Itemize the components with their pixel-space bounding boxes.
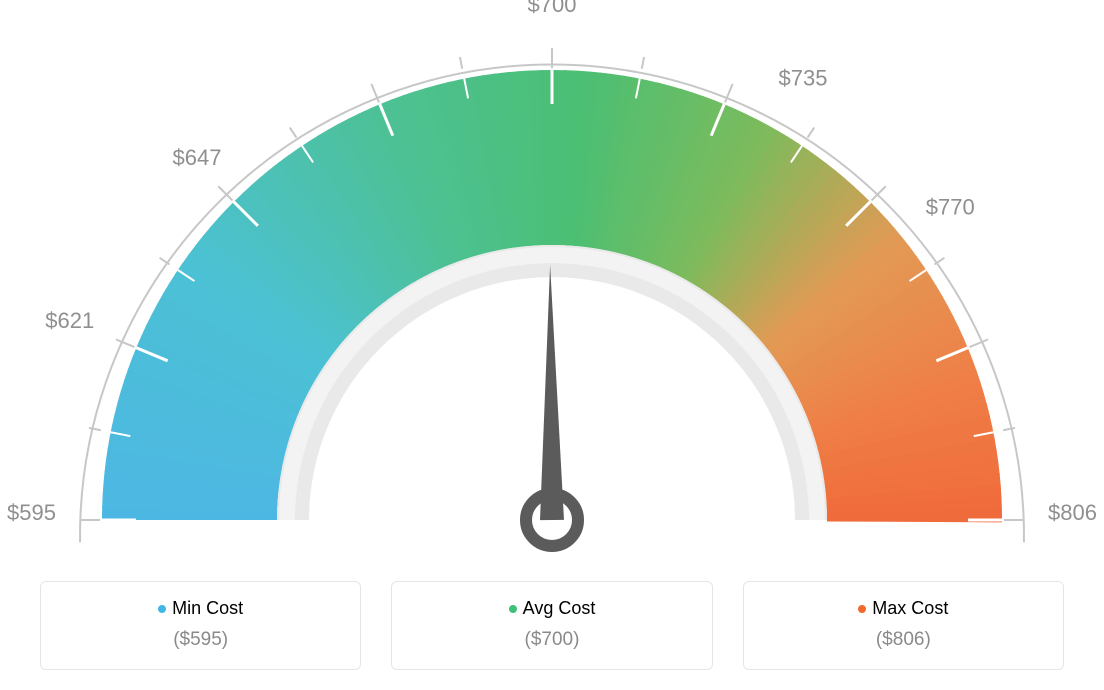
legend-min-label-text: Min Cost (172, 598, 243, 618)
legend-avg-label: Avg Cost (412, 598, 691, 619)
legend-max-value: ($806) (764, 629, 1043, 651)
cost-gauge-chart: $595 $621 $647 $700 $735 $770 $806 (0, 0, 1104, 560)
legend-avg-value: ($700) (412, 629, 691, 651)
legend-avg-label-text: Avg Cost (523, 598, 596, 618)
legend-max-label-text: Max Cost (872, 598, 948, 618)
legend-max-label: Max Cost (764, 598, 1043, 619)
gauge-tick-label: $700 (528, 0, 577, 17)
dot-icon (158, 605, 166, 613)
legend-avg-cost: Avg Cost ($700) (391, 581, 712, 670)
gauge-tick-label: $621 (45, 308, 94, 333)
legend-row: Min Cost ($595) Avg Cost ($700) Max Cost… (40, 581, 1064, 670)
dot-icon (509, 605, 517, 613)
legend-min-value: ($595) (61, 629, 340, 651)
gauge-tick-label: $770 (926, 194, 975, 219)
legend-max-cost: Max Cost ($806) (743, 581, 1064, 670)
gauge-needle (540, 265, 564, 520)
legend-min-cost: Min Cost ($595) (40, 581, 361, 670)
gauge-tick-label: $735 (779, 65, 828, 90)
gauge-svg: $595 $621 $647 $700 $735 $770 $806 (0, 0, 1104, 560)
gauge-tick-label: $647 (173, 145, 222, 170)
legend-min-label: Min Cost (61, 598, 340, 619)
dot-icon (858, 605, 866, 613)
gauge-tick-label: $595 (7, 500, 56, 525)
gauge-tick-label: $806 (1048, 500, 1097, 525)
